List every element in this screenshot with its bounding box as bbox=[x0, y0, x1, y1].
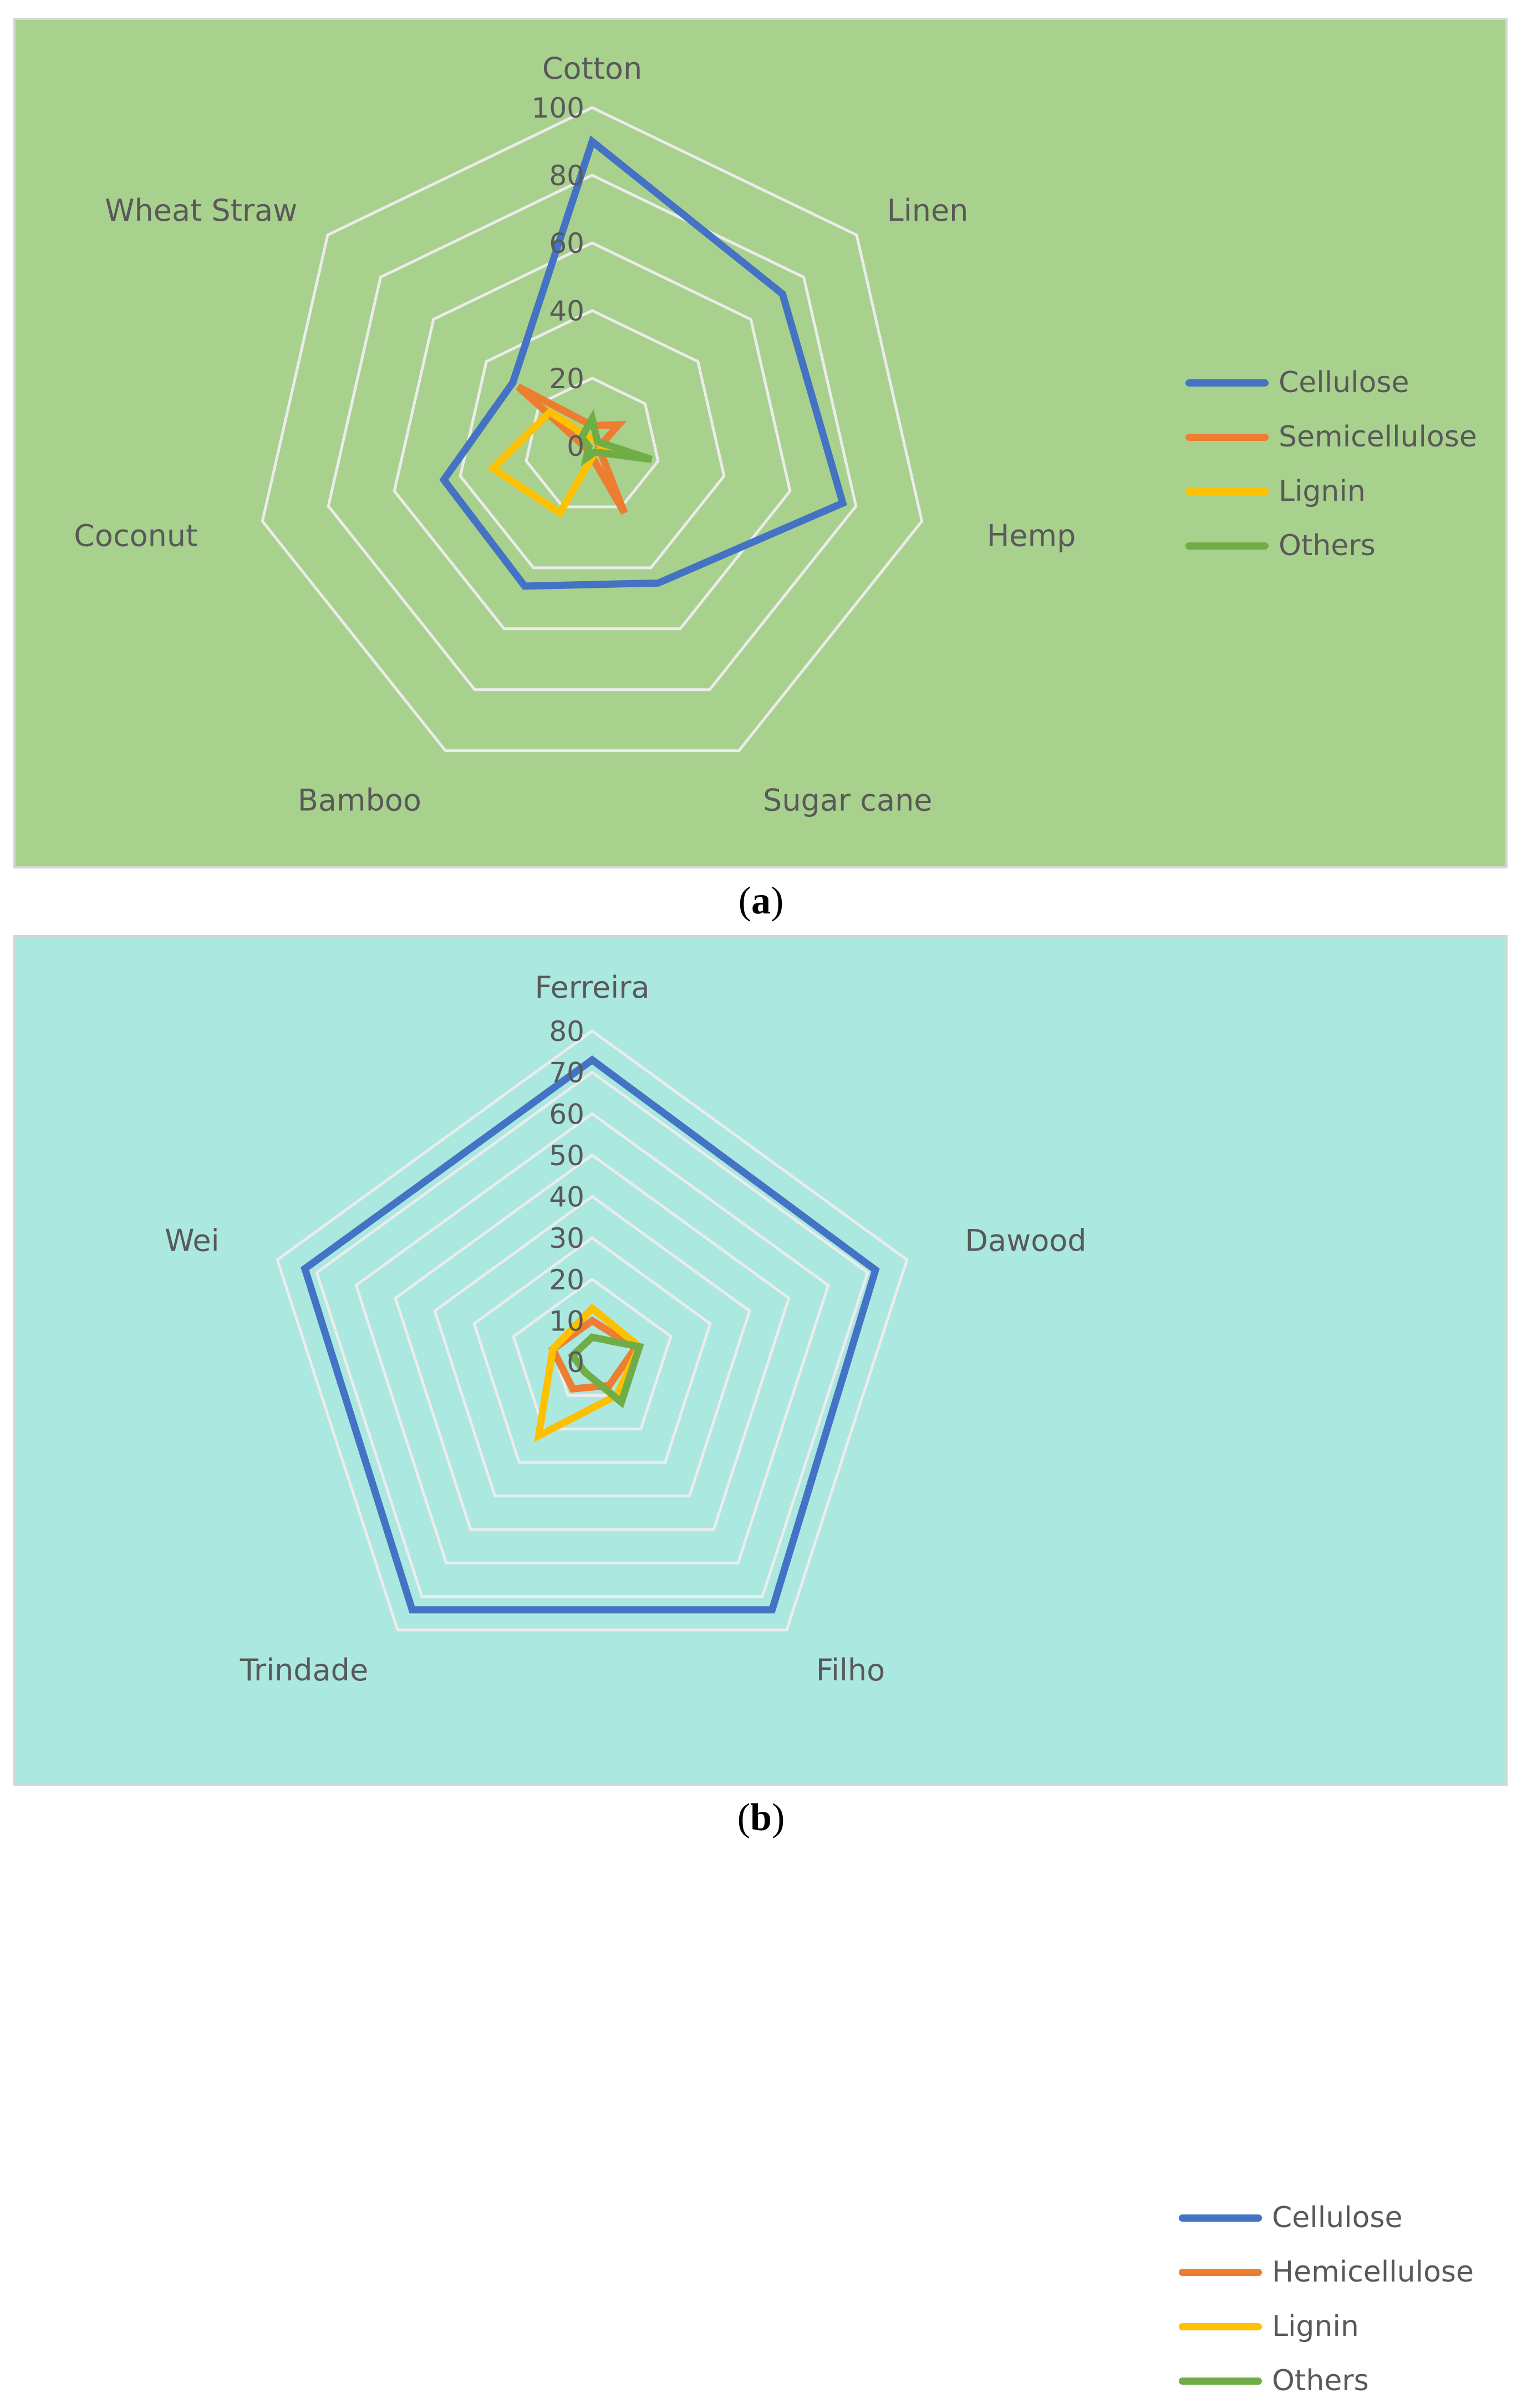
r-tick-label: 40 bbox=[549, 1181, 584, 1213]
category-label: Trindade bbox=[240, 1653, 368, 1688]
r-tick-label: 0 bbox=[567, 1347, 584, 1379]
r-tick-label: 20 bbox=[549, 1264, 584, 1296]
grid-ring bbox=[525, 377, 660, 509]
series-line-others bbox=[567, 1333, 644, 1409]
legend-item-cellulose: Cellulose bbox=[1185, 355, 1477, 410]
caption-a-letter: a bbox=[751, 880, 771, 922]
legend-swatch bbox=[1185, 433, 1269, 441]
category-label: Linen bbox=[887, 193, 969, 228]
grid-ring bbox=[327, 174, 858, 692]
legend-label: Cellulose bbox=[1272, 2201, 1403, 2234]
legend-swatch bbox=[1179, 2268, 1262, 2276]
legend-item-semicellulose: Semicellulose bbox=[1185, 410, 1477, 464]
legend-label: Others bbox=[1279, 529, 1376, 562]
legend-b: Cellulose Hemicellulose Lignin Others bbox=[1179, 2191, 1474, 2408]
legend-label: Semicellulose bbox=[1279, 420, 1477, 454]
radar-chart-panel-b: 0 10 20 30 40 50 60 70 80 Ferreira Dawood Filho Trin… bbox=[13, 935, 1508, 2397]
series-line-others bbox=[577, 409, 653, 466]
r-tick-label: 0 bbox=[567, 430, 584, 463]
legend-item-hemicellulose: Hemicellulose bbox=[1179, 2245, 1474, 2299]
series-line-lignin bbox=[533, 1303, 644, 1442]
legend-label: Lignin bbox=[1279, 475, 1366, 508]
caption-b: (b) bbox=[737, 1796, 785, 1839]
category-label: Dawood bbox=[965, 1223, 1086, 1258]
r-tick-label: 10 bbox=[549, 1305, 584, 1337]
legend-label: Others bbox=[1272, 2364, 1369, 2397]
caption-a: (a) bbox=[738, 880, 784, 922]
category-label: Hemp bbox=[987, 518, 1076, 553]
legend-swatch bbox=[1185, 487, 1269, 495]
legend-label: Cellulose bbox=[1279, 366, 1409, 399]
series-line-cellulose bbox=[301, 1055, 880, 1614]
r-tick-label: 30 bbox=[549, 1222, 584, 1254]
legend-item-others: Others bbox=[1179, 2354, 1474, 2408]
caption-b-letter: b bbox=[750, 1796, 772, 1839]
series-line-semicellulose bbox=[516, 383, 628, 515]
legend-swatch bbox=[1179, 2214, 1262, 2222]
grid-ring bbox=[394, 1153, 791, 1531]
legend-item-cellulose: Cellulose bbox=[1179, 2191, 1474, 2245]
r-tick-label: 80 bbox=[549, 160, 584, 192]
legend-item-others: Others bbox=[1185, 519, 1477, 573]
plot-background bbox=[16, 937, 1505, 1784]
legend-a: Cellulose Semicellulose Lignin Others bbox=[1185, 355, 1477, 573]
grid-ring bbox=[472, 1236, 712, 1464]
grid-ring bbox=[315, 1070, 869, 1598]
r-tick-label: 70 bbox=[549, 1057, 584, 1089]
category-label: Coconut bbox=[74, 518, 197, 553]
grid-ring bbox=[354, 1112, 830, 1564]
legend-item-lignin: Lignin bbox=[1179, 2299, 1474, 2354]
legend-swatch bbox=[1185, 542, 1269, 550]
r-tick-label: 60 bbox=[549, 1098, 584, 1130]
r-tick-label: 80 bbox=[549, 1015, 584, 1048]
r-tick-label: 50 bbox=[549, 1140, 584, 1172]
category-label: Sugar cane bbox=[763, 783, 932, 818]
grid-ring bbox=[261, 106, 924, 753]
legend-item-lignin: Lignin bbox=[1185, 464, 1477, 519]
r-tick-label: 60 bbox=[549, 227, 584, 260]
grid-ring bbox=[433, 1195, 751, 1497]
r-tick-label: 20 bbox=[549, 363, 584, 395]
legend-swatch bbox=[1185, 379, 1269, 387]
series-line-cellulose bbox=[439, 135, 847, 590]
r-tick-label: 40 bbox=[549, 295, 584, 327]
grid-ring bbox=[512, 1277, 673, 1431]
category-label: Cotton bbox=[542, 51, 642, 86]
category-label: Wheat Straw bbox=[105, 193, 297, 228]
legend-swatch bbox=[1179, 2377, 1262, 2385]
radar-chart-a-canvas: 0 20 40 60 80 100 Cotton Linen Hemp Sugar cane Bam… bbox=[16, 20, 1505, 866]
grid-ring bbox=[393, 241, 792, 631]
radar-chart-panel-a: 0 20 40 60 80 100 Cotton Linen Hemp Sugar cane Bam… bbox=[13, 18, 1508, 868]
grid-ring bbox=[276, 1029, 909, 1632]
category-label: Ferreira bbox=[535, 970, 649, 1005]
grid-ring bbox=[459, 309, 726, 570]
radar-chart-b-canvas: 0 10 20 30 40 50 60 70 80 Ferreira Dawood Filho Trin… bbox=[16, 937, 1505, 1784]
legend-label: Hemicellulose bbox=[1272, 2255, 1474, 2289]
category-label: Bamboo bbox=[298, 783, 421, 818]
r-tick-label: 100 bbox=[532, 92, 584, 124]
legend-swatch bbox=[1179, 2323, 1262, 2330]
legend-label: Lignin bbox=[1272, 2310, 1359, 2343]
category-label: Wei bbox=[165, 1223, 219, 1258]
category-label: Filho bbox=[816, 1653, 885, 1688]
